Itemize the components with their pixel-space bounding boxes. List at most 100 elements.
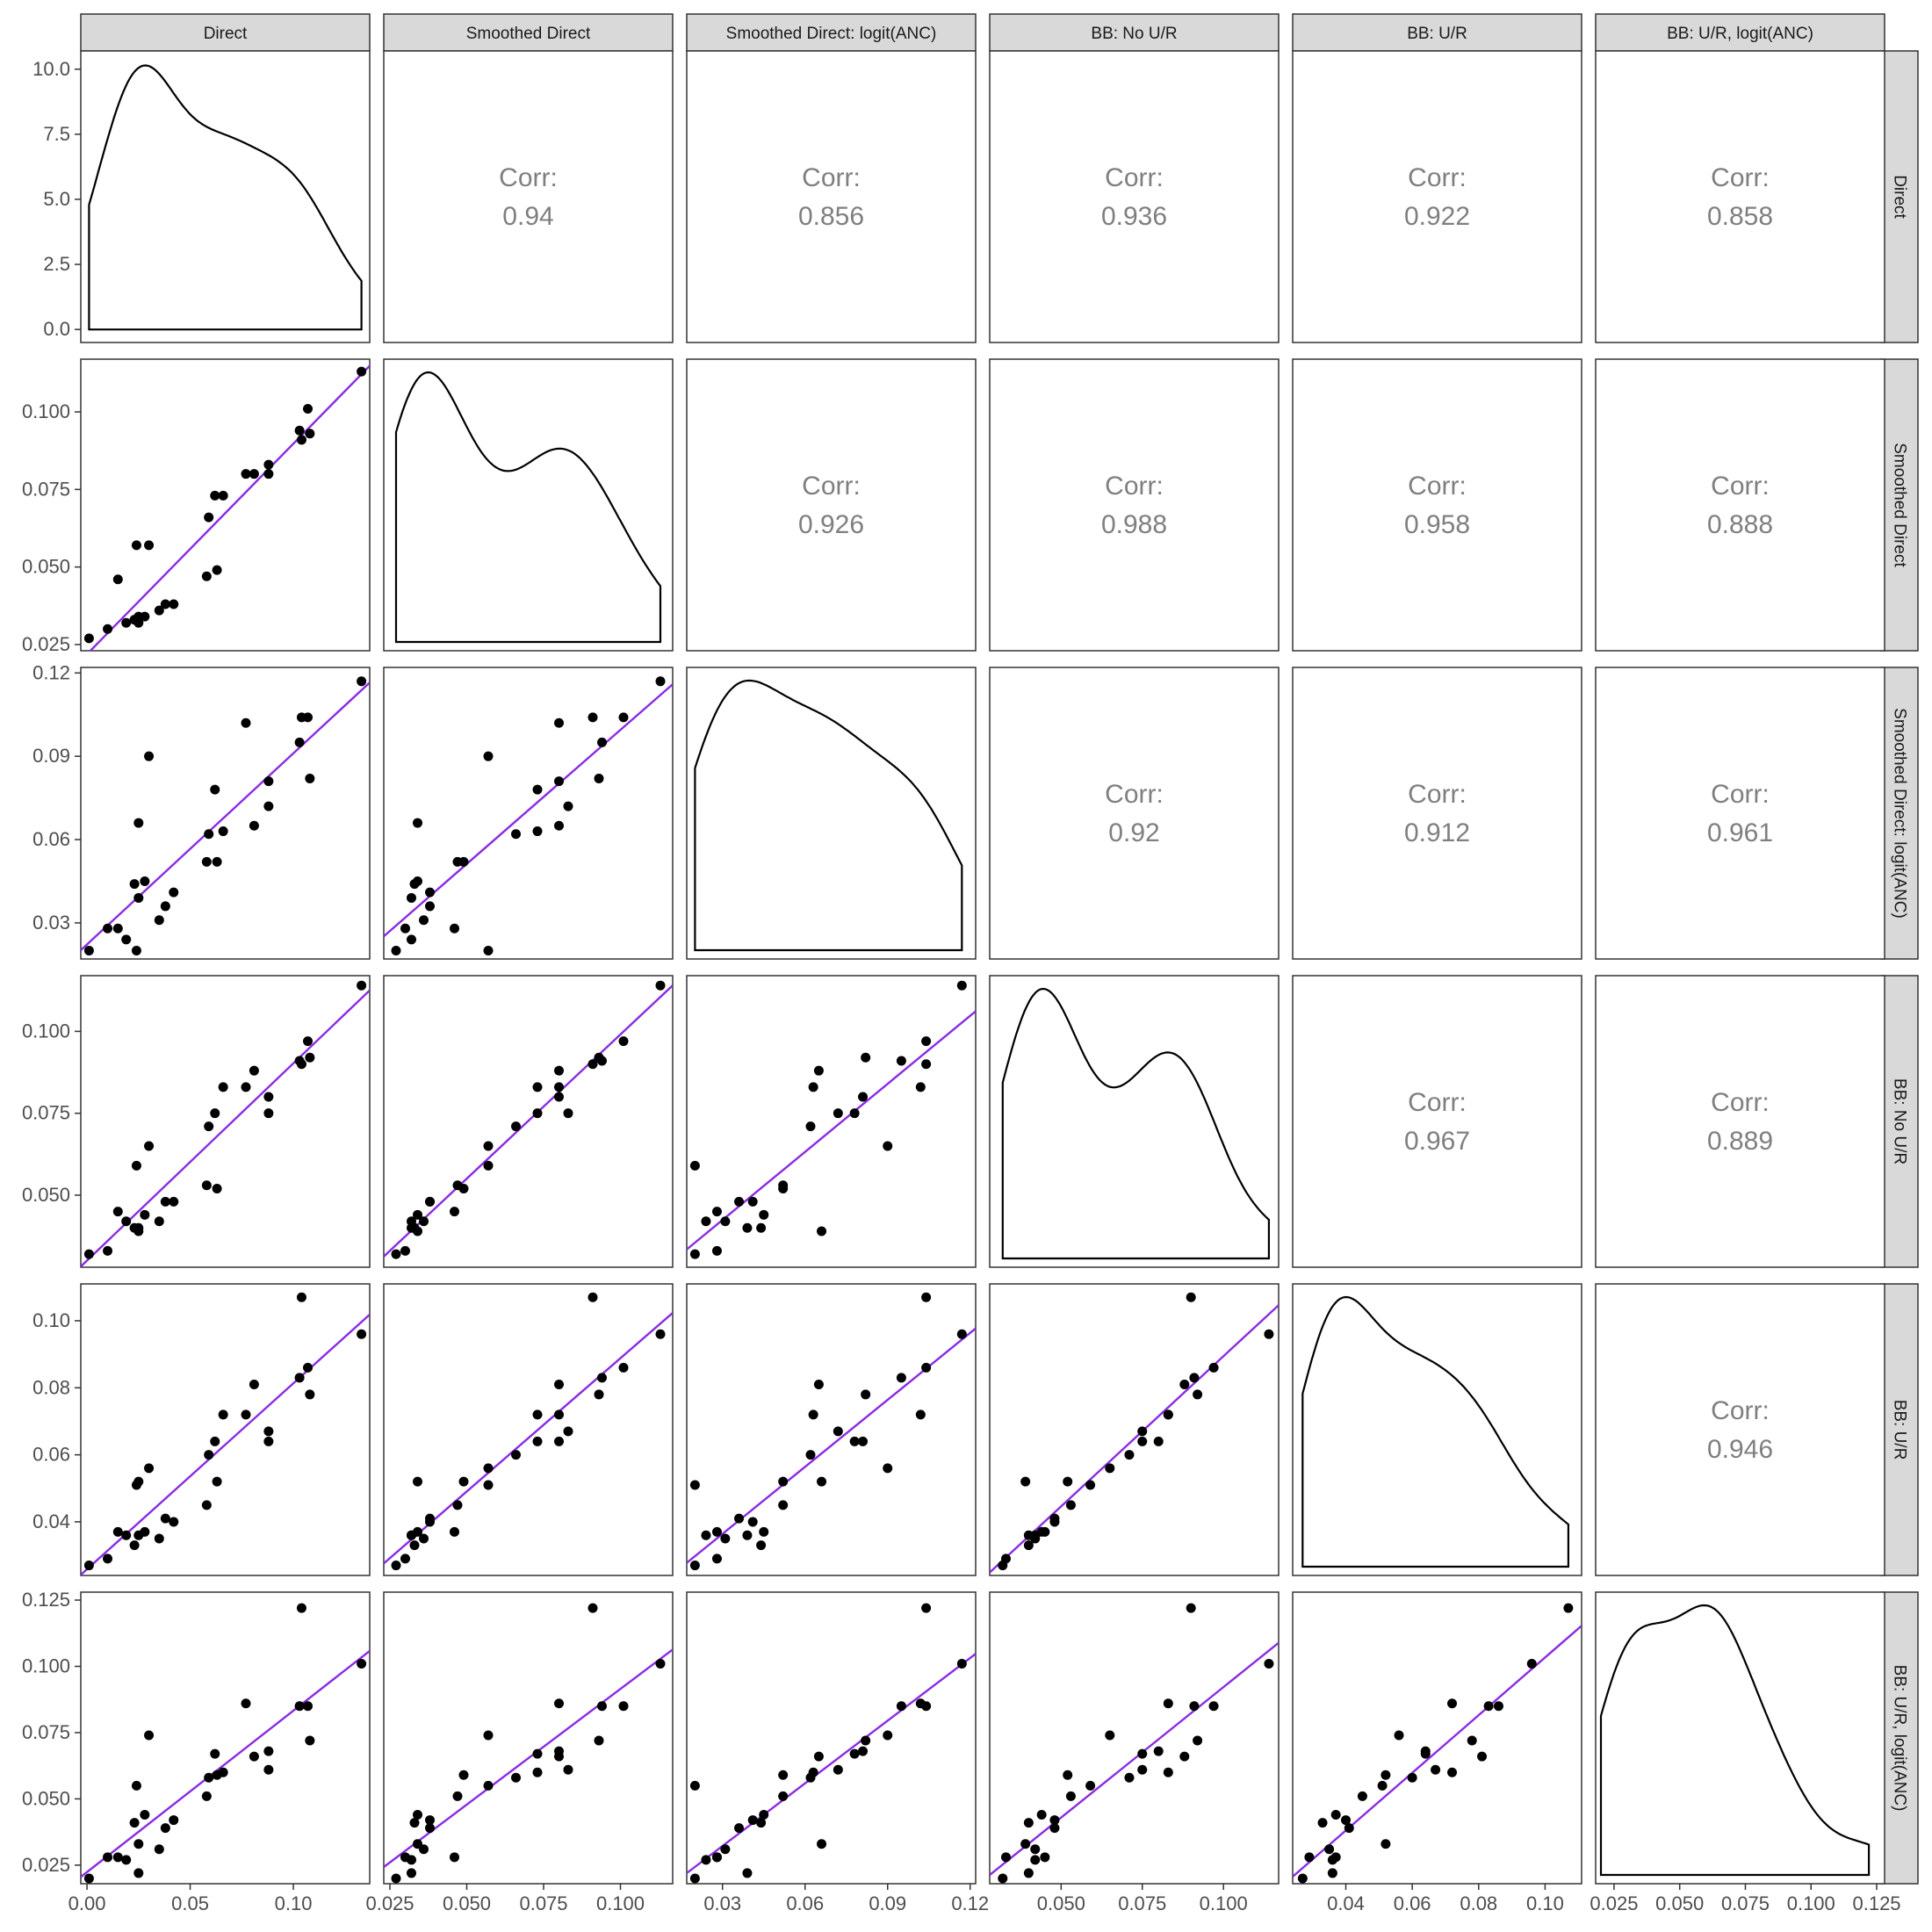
y-tick-label: 0.03 [32,912,70,934]
top-strip-label: Direct [204,25,248,43]
data-point [711,1207,722,1217]
data-point [409,1540,420,1551]
panel-border [80,50,371,343]
data-point [121,1216,132,1227]
data-point [121,1530,132,1540]
density-curve [694,679,963,952]
data-point [112,574,123,585]
data-point [655,1329,666,1339]
data-point [813,1379,824,1389]
data-point [813,1751,824,1762]
right-strip [1880,50,1919,343]
corr-label: Corr: [1408,1088,1467,1117]
data-point [112,1207,123,1217]
data-point [588,712,598,723]
data-point [133,892,144,903]
data-point [263,776,274,787]
data-point [303,712,313,723]
data-point [915,1082,926,1092]
data-point [407,1868,416,1878]
x-tick-label: 0.05 [171,1892,209,1914]
top-strip [1595,13,1885,52]
data-point [597,1373,607,1383]
fit-line [81,1649,370,1878]
data-point [921,1362,932,1373]
data-point [204,1121,214,1132]
data-point [391,1561,401,1571]
data-point [263,1108,274,1119]
density-curve [1301,1295,1569,1568]
data-point [1049,1517,1060,1527]
x-tick-label: 0.06 [786,1892,824,1914]
data-point [212,1183,222,1193]
x-tick-label: 0.050 [443,1892,491,1914]
corr-value: 0.856 [798,202,864,231]
x-tick-label: 0.025 [365,1892,414,1914]
x-tick-label: 0.075 [1721,1892,1770,1914]
y-tick-label: 0.125 [22,1589,70,1611]
y-tick-label: 0.0 [43,318,70,340]
x-tick-label: 0.125 [1852,1892,1900,1914]
data-point [450,1852,459,1863]
data-point [618,712,629,723]
data-point [1085,1780,1096,1791]
x-tick-label: 0.06 [1394,1892,1431,1914]
panel-border [686,1283,977,1576]
right-strip [1880,1283,1919,1576]
data-point [201,1791,212,1801]
data-point [849,1436,860,1446]
data-point [817,1476,827,1487]
data-point [1483,1701,1494,1712]
data-point [588,1603,598,1613]
data-point [218,490,228,501]
panel-border [383,667,674,960]
data-point [83,633,94,644]
y-tick-label: 0.050 [22,1787,70,1809]
data-point [689,1561,700,1571]
data-point [998,1873,1008,1884]
y-tick-label: 0.100 [22,1655,70,1677]
data-point [83,1873,94,1884]
data-point [129,1540,140,1551]
data-point [140,876,150,886]
data-point [833,1764,843,1775]
data-point [655,1658,666,1669]
data-point [1137,1748,1148,1759]
data-point [588,1059,598,1070]
corr-label: Corr: [1711,163,1770,192]
data-point [413,1810,422,1820]
data-point [483,1780,494,1791]
data-point [921,1701,932,1712]
data-point [263,1746,274,1756]
data-point [805,1121,816,1132]
data-point [1208,1362,1219,1373]
data-point [563,801,573,811]
data-point [305,1735,315,1746]
y-tick-label: 0.09 [32,745,70,767]
corr-label: Corr: [1408,163,1467,192]
data-point [883,1730,893,1741]
data-point [1179,1751,1190,1762]
data-point [742,1222,753,1233]
data-point [720,1216,731,1227]
data-point [689,1160,700,1171]
data-point [133,1476,144,1487]
data-point [121,617,132,628]
data-point [778,1183,789,1193]
data-point [263,1764,274,1775]
panel-border [1595,50,1885,343]
data-point [133,1226,144,1236]
data-point [554,1092,564,1102]
data-point [201,1500,212,1510]
data-point [160,901,170,912]
panel-border [1595,1283,1885,1576]
corr-value: 0.926 [798,510,864,539]
data-point [204,512,214,523]
data-point [1297,1873,1308,1884]
data-point [1189,1701,1200,1712]
data-point [1447,1767,1458,1777]
data-point [511,1450,521,1460]
data-point [1163,1409,1173,1420]
corr-value: 0.961 [1707,818,1773,847]
data-point [303,404,313,415]
